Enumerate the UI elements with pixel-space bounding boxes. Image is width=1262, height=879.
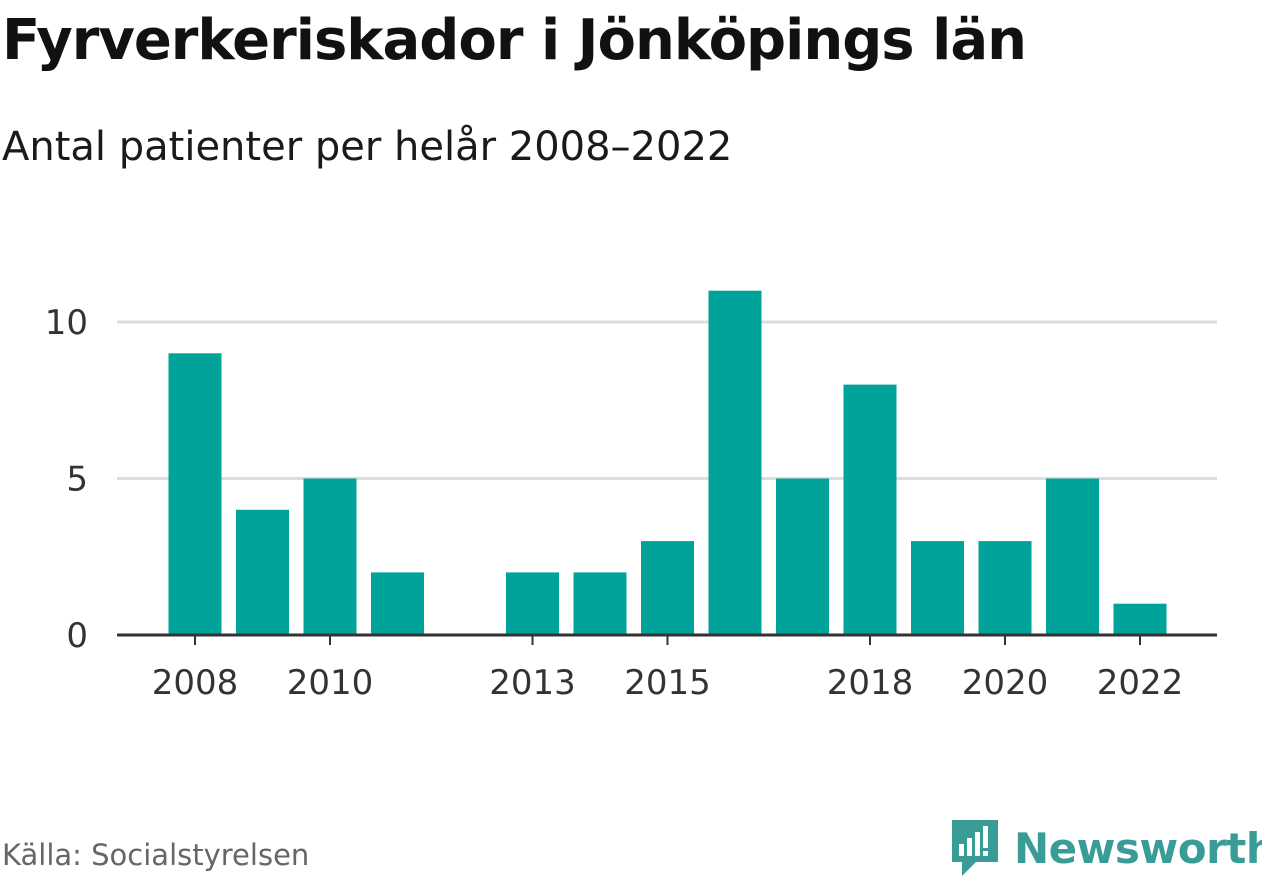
chart-title: Fyrverkeriskador i Jönköpings län: [2, 8, 1027, 73]
x-tick-label-2008: 2008: [152, 663, 239, 703]
x-tick-label-2020: 2020: [962, 663, 1049, 703]
bar-2008: [168, 353, 222, 635]
source-note: Källa: Socialstyrelsen: [2, 838, 310, 872]
brand-name: Newsworthy: [1014, 823, 1262, 873]
y-tick-label-10: 10: [45, 303, 88, 343]
bar-2013: [506, 572, 559, 635]
x-tick-label-2013: 2013: [489, 663, 576, 703]
newsworthy-logo-icon: [952, 820, 998, 876]
chart-subtitle: Antal patienter per helår 2008–2022: [2, 124, 733, 170]
bar-2015: [641, 541, 694, 635]
x-tick-label-2015: 2015: [624, 663, 711, 703]
x-tick-label-2010: 2010: [287, 663, 374, 703]
bar-2010: [303, 478, 357, 635]
bar-2016: [708, 290, 762, 635]
y-tick-label-5: 5: [66, 460, 88, 500]
bar-2011: [371, 572, 424, 635]
bar-2014: [573, 572, 627, 635]
y-tick-label-0: 0: [66, 616, 88, 656]
bar-2017: [776, 478, 829, 635]
bar-2009: [236, 509, 289, 635]
bar-2020: [978, 541, 1032, 635]
bar-2019: [911, 541, 964, 635]
x-tick-label-2018: 2018: [827, 663, 914, 703]
brand-logo-block: Newsworthy: [950, 818, 1262, 878]
bar-2022: [1113, 603, 1167, 635]
bar-2018: [843, 384, 897, 635]
bar-chart: 0 5 10 2008 2010 2013 2015 2018 2020 2022: [45, 290, 1217, 703]
x-tick-label-2022: 2022: [1097, 663, 1184, 703]
bar-2021: [1046, 478, 1099, 635]
